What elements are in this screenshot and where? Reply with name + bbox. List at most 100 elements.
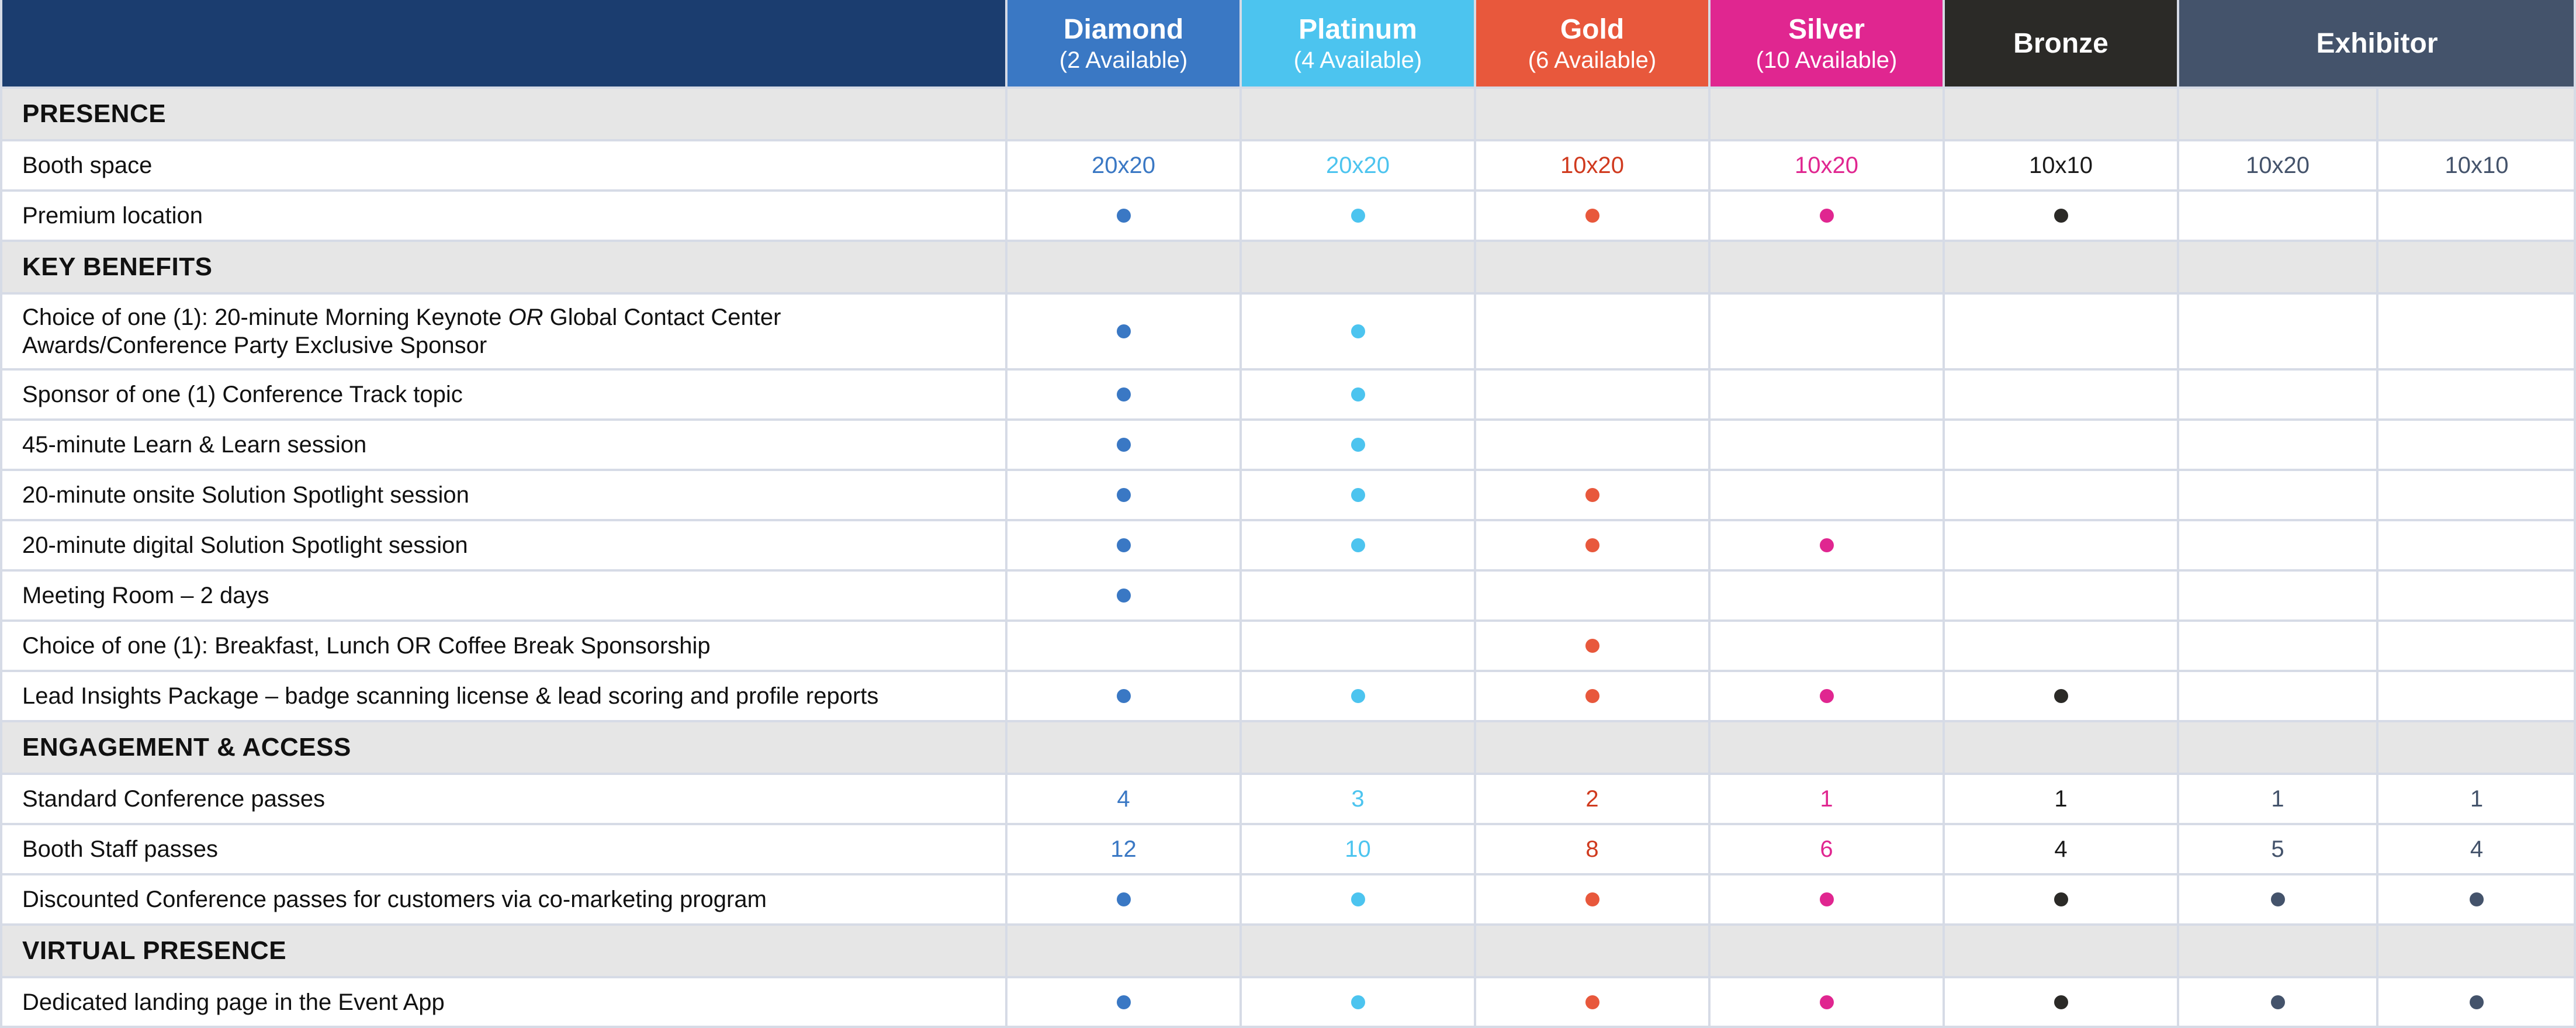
benefit-label: Premium location [0,191,1006,241]
included-dot-icon [2270,995,2285,1009]
row-divider [0,240,2576,242]
tier-value: 5 [2271,836,2284,862]
benefit-text: Booth Staff passes [22,836,219,862]
section-heading: PRESENCE [22,99,167,128]
included-dot-icon [1351,209,1365,223]
tier-cell-silver [1709,671,1944,721]
row-divider [0,720,2576,722]
tier-cell-diamond [1006,520,1241,570]
tier-cell-platinum [1241,470,1475,520]
tier-cell-bronze [1944,621,2178,671]
included-dot-icon [2054,892,2068,906]
included-dot-icon [1819,689,1834,703]
tier-cell-bronze [1944,874,2178,925]
included-dot-icon [1116,589,1131,603]
tier-cell-exhibitor [2178,369,2377,420]
included-dot-icon [2470,892,2484,906]
tier-cell-platinum [1241,977,1475,1027]
column-divider [2574,0,2576,1027]
tier-cell-exhibitor: 10x10 [2377,140,2576,191]
tier-cell-bronze [1944,977,2178,1027]
tier-value: 1 [1820,785,1833,812]
benefit-text: Choice of one (1): Breakfast, Lunch OR C… [22,633,711,659]
tier-name: Bronze [2013,28,2108,59]
tier-header-platinum: Platinum (4 Available) [1241,0,1475,88]
benefit-label: Discounted Conference passes for custome… [0,874,1006,925]
tier-cell-gold [1475,470,1709,520]
tier-cell-bronze [1944,671,2178,721]
tier-cell-platinum: 20x20 [1241,140,1475,191]
tier-cell-exhibitor [2178,520,2377,570]
tier-cell-exhibitor [2178,621,2377,671]
tier-cell-exhibitor [2377,520,2576,570]
included-dot-icon [2054,209,2068,223]
tier-cell-exhibitor [2377,671,2576,721]
tier-cell-platinum [1241,420,1475,470]
included-dot-icon [1585,209,1599,223]
tier-header-bronze: Bronze [1944,0,2178,88]
tier-header-exhibitor: Exhibitor [2178,0,2576,88]
tier-cell-exhibitor: 5 [2178,824,2377,874]
tier-cell-exhibitor [2178,293,2377,369]
tier-cell-exhibitor: 1 [2377,774,2576,824]
tier-cell-exhibitor: 1 [2178,774,2377,824]
tier-cell-gold [1475,293,1709,369]
tier-cell-gold [1475,520,1709,570]
tier-cell-silver [1709,520,1944,570]
tier-cell-bronze [1944,570,2178,621]
row-divider [0,923,2576,926]
tier-value: 10x20 [1795,152,1858,178]
row-divider [0,189,2576,192]
tier-name: Gold [1560,14,1625,45]
benefit-label: Booth space [0,140,1006,191]
tier-cell-exhibitor [2178,420,2377,470]
tier-cell-exhibitor [2377,977,2576,1027]
benefit-text-part: Choice of one (1): 20-minute Morning Key… [22,304,508,330]
row-divider [0,670,2576,672]
row-divider [0,418,2576,421]
included-dot-icon [1351,538,1365,552]
included-dot-icon [1819,209,1834,223]
tier-value: 12 [1110,836,1137,862]
tier-cell-platinum [1241,191,1475,241]
included-dot-icon [1585,488,1599,502]
included-dot-icon [1116,324,1131,338]
tier-cell-silver: 6 [1709,824,1944,874]
included-dot-icon [1116,438,1131,452]
included-dot-icon [1351,995,1365,1009]
benefit-text: Lead Insights Package – badge scanning l… [22,683,879,709]
tier-value: 4 [2054,836,2068,862]
tier-name: Exhibitor [2316,28,2438,59]
included-dot-icon [1116,892,1131,906]
tier-cell-platinum [1241,621,1475,671]
tier-cell-diamond [1006,570,1241,621]
tier-value: 1 [2271,785,2284,812]
tier-cell-platinum: 3 [1241,774,1475,824]
tier-cell-exhibitor [2178,874,2377,925]
benefit-text: Booth space [22,153,153,178]
tier-cell-platinum [1241,671,1475,721]
tier-value: 3 [1351,785,1365,812]
tier-cell-gold [1475,420,1709,470]
row-divider [0,86,2576,89]
included-dot-icon [1351,324,1365,338]
tier-value: 6 [1820,836,1833,862]
tier-cell-silver [1709,369,1944,420]
included-dot-icon [1819,995,1834,1009]
row-divider [0,519,2576,521]
included-dot-icon [1351,689,1365,703]
table-header-corner [0,0,1006,88]
tier-cell-exhibitor [2178,470,2377,520]
included-dot-icon [1116,387,1131,401]
tier-cell-bronze [1944,520,2178,570]
row-divider [0,823,2576,825]
benefit-label: Lead Insights Package – badge scanning l… [0,671,1006,721]
tier-cell-exhibitor [2178,977,2377,1027]
tier-cell-diamond [1006,369,1241,420]
section-heading: KEY BENEFITS [22,252,213,281]
tier-cell-diamond [1006,977,1241,1027]
benefit-label: Booth Staff passes [0,824,1006,874]
column-divider [2376,88,2378,1027]
column-divider [1943,0,1945,1027]
included-dot-icon [1351,387,1365,401]
